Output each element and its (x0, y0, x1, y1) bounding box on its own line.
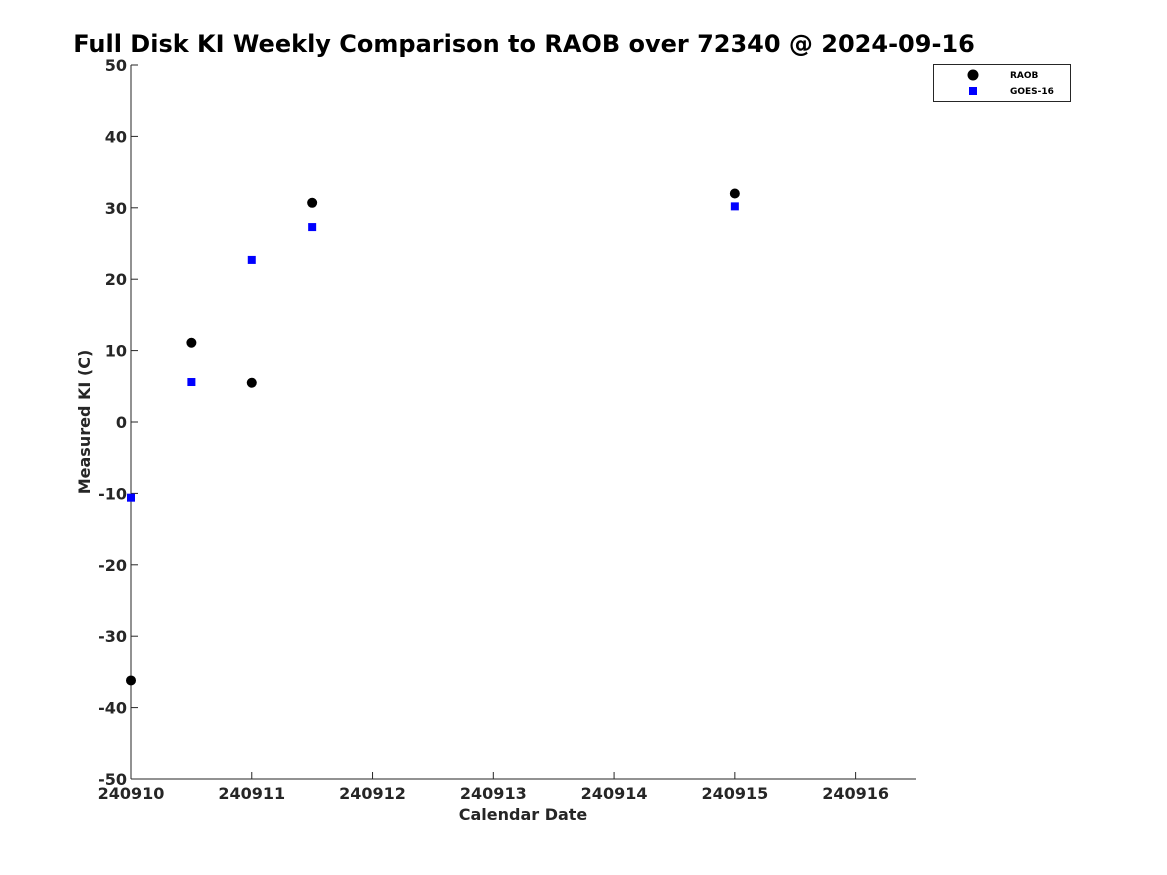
x-tick-label: 240915 (701, 784, 768, 803)
x-tick-label: 240910 (98, 784, 165, 803)
x-axis-label: Calendar Date (459, 805, 588, 824)
legend-label-goes16: GOES-16 (1010, 87, 1054, 97)
y-tick-label: -10 (98, 484, 127, 503)
y-ticks: 50 40 30 20 10 0 -10 -20 -30 -40 -50 (98, 56, 138, 789)
data-points (126, 188, 740, 686)
y-tick-label: 30 (105, 199, 127, 218)
axes (130, 65, 916, 780)
point-raob (246, 377, 257, 388)
y-tick-label: -30 (98, 627, 127, 646)
legend: RAOB GOES-16 (933, 64, 1071, 102)
x-tick-label: 240916 (822, 784, 889, 803)
point-goes16 (187, 378, 196, 387)
y-tick-label: 20 (105, 270, 127, 289)
y-tick-label: 40 (105, 127, 127, 146)
point-raob (126, 675, 136, 686)
point-raob (729, 188, 740, 199)
point-goes16 (308, 223, 317, 232)
y-tick-label: 0 (116, 413, 127, 432)
chart-title: Full Disk KI Weekly Comparison to RAOB o… (73, 30, 975, 58)
x-tick-label: 240911 (218, 784, 285, 803)
point-goes16 (247, 255, 256, 264)
legend-label-raob: RAOB (1010, 71, 1039, 81)
y-tick-label: -50 (98, 770, 127, 789)
point-goes16 (730, 202, 739, 211)
x-tick-label: 240914 (581, 784, 648, 803)
y-tick-label: 10 (105, 342, 127, 361)
y-tick-label: -40 (98, 699, 127, 718)
x-ticks: 240910 240911 240912 240913 240914 240915 2409… (98, 772, 889, 803)
y-tick-label: -20 (98, 556, 127, 575)
y-axis-label: Measured KI (C) (75, 350, 94, 495)
point-goes16 (127, 493, 135, 502)
x-tick-label: 240912 (339, 784, 406, 803)
point-raob (307, 197, 318, 208)
legend-marker-raob (967, 69, 979, 81)
point-raob (186, 337, 197, 348)
legend-marker-goes16 (969, 87, 977, 95)
legend-box (933, 64, 1071, 102)
x-tick-label: 240913 (460, 784, 527, 803)
y-tick-label: 50 (105, 56, 127, 75)
